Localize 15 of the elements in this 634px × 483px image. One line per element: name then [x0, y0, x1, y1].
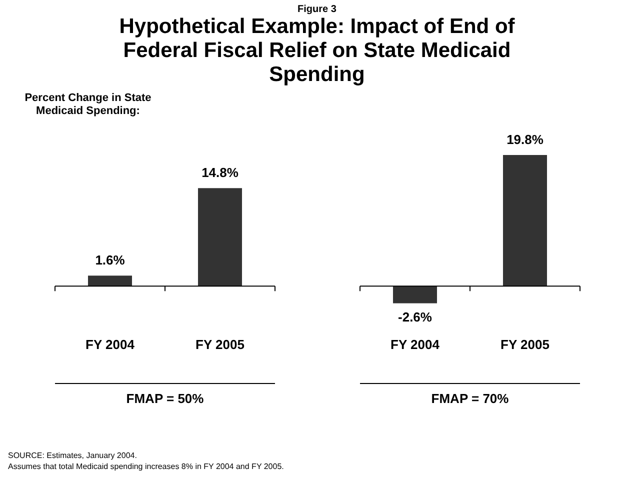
x-tick-label: FY 2005 — [196, 336, 244, 352]
text: Assumes that total Medicaid spending increases 8% in FY 2004 and FY 2005. — [8, 461, 284, 472]
x-tick-label: FY 2004 — [390, 336, 440, 352]
text: Hypothetical Example: Impact of End of Federal Fiscal Relief on State Medicaid Spending — [118, 15, 516, 87]
x-axis-title: FMAP = 70% — [360, 383, 580, 406]
data-label: -2.6% — [398, 309, 432, 324]
y-axis-title: Percent Change in State Medicaid Spending: — [24, 92, 152, 118]
data-label: 1.6% — [95, 252, 126, 268]
data-label: 19.8% — [506, 132, 544, 148]
x-tick-label: FY 2005 — [500, 336, 550, 352]
x-tick-label: FY 2004 — [86, 336, 136, 352]
x-axis-title: FMAP = 50% — [55, 383, 275, 406]
data-label: 14.8% — [202, 165, 239, 180]
source-note: SOURCE: Estimates, January 2004. — [8, 450, 138, 461]
text: Figure 3 — [296, 4, 338, 15]
